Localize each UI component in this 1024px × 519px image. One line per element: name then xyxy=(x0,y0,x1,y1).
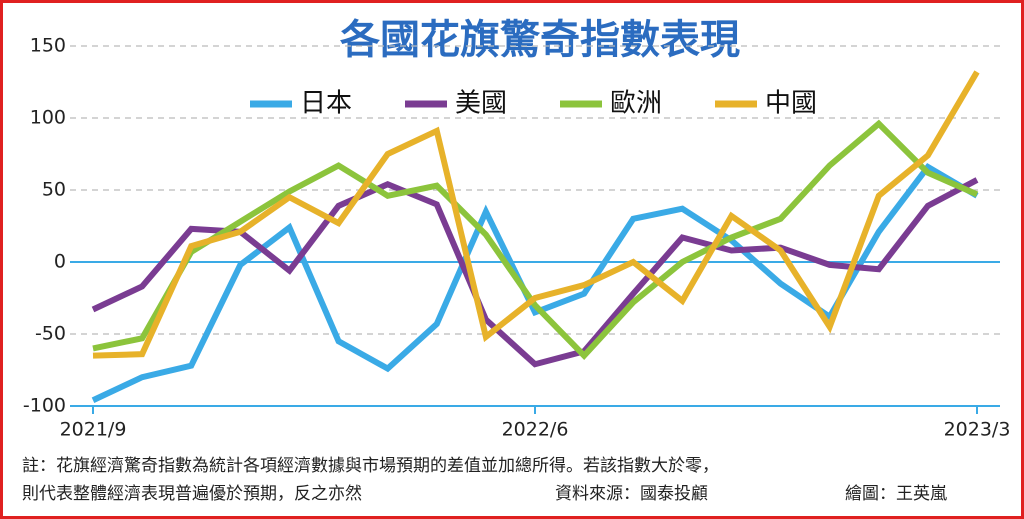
series-line xyxy=(91,163,979,403)
legend-label: 日本 xyxy=(300,89,352,119)
chart-title: 各國花旗驚奇指數表現 xyxy=(340,17,740,63)
y-tick-label: -100 xyxy=(23,395,66,417)
credit: 繪圖：王英嵐 xyxy=(845,484,947,504)
x-tick-label: 2022/6 xyxy=(502,419,569,441)
x-tick-label: 2023/3 xyxy=(944,419,1011,441)
y-tick-label: 100 xyxy=(30,107,66,129)
series-line xyxy=(92,119,979,360)
y-tick-label: 50 xyxy=(42,179,66,201)
series-line xyxy=(92,70,980,359)
note: 則代表整體經濟表現普遍優於預期，反之亦然 xyxy=(22,484,362,504)
y-tick-label: -50 xyxy=(35,323,66,345)
legend-label: 美國 xyxy=(455,89,507,119)
y-tick-label: 150 xyxy=(30,35,66,57)
source: 資料來源：國泰投顧 xyxy=(555,484,708,504)
y-tick-label: 0 xyxy=(54,251,66,273)
note: 註：花旗經濟驚奇指數為統計各項經濟數據與市場預期的差值並加總所得。若該指數大於零… xyxy=(22,456,719,476)
legend-label: 中國 xyxy=(765,89,817,119)
x-tick-label: 2021/9 xyxy=(60,419,127,441)
legend-label: 歐洲 xyxy=(610,89,662,119)
